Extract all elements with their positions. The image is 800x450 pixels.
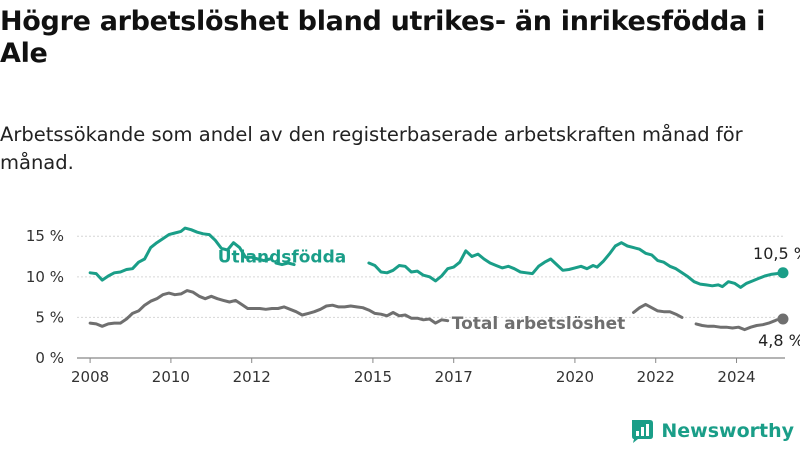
x-tick-label: 2022 [637,368,675,386]
chart-grid [77,235,785,359]
x-tick-label: 2015 [354,368,392,386]
series-line-total [88,289,785,332]
end-label-utlandsfodda: 10,5 % [753,244,800,263]
y-tick-label: 15 % [26,227,64,245]
x-axis: 2008 2010 2012 2015 2017 2020 2022 2024 [71,358,756,386]
series-label-total: Total arbetslöshet [452,314,626,334]
chart-subtitle: Arbetssökande som andel av den registerb… [0,123,743,174]
newsworthy-brand: Newsworthy [629,418,794,444]
y-tick-label: 10 % [26,268,64,286]
line-chart: 2008 2010 2012 2015 2017 2020 2022 2024 0 % 5 % 1… [26,226,800,386]
end-label-total: 4,8 % [758,331,800,350]
x-tick-label: 2010 [152,368,190,386]
chart-labels: Utlandsfödda Total arbetslöshet 10,5 % 4,8 … [218,244,800,350]
series-end-dot [777,267,789,279]
y-tick-label: 0 % [35,349,64,367]
y-axis: 0 % 5 % 10 % 15 % [26,227,64,367]
x-tick-label: 2017 [435,368,473,386]
series-end-dot [777,313,789,325]
series-line-utlandsfodda [88,226,785,289]
x-tick-label: 2008 [71,368,109,386]
newsworthy-logo-icon [632,420,654,443]
chart-lines [88,226,789,332]
x-tick-label: 2020 [556,368,594,386]
x-tick-label: 2012 [233,368,271,386]
series-label-utlandsfodda: Utlandsfödda [218,248,347,268]
chart-title: Högre arbetslöshet bland utrikes- än inr… [0,6,766,69]
x-tick-label: 2024 [717,368,755,386]
y-tick-label: 5 % [35,308,64,326]
newsworthy-logo-text: Newsworthy [661,420,794,442]
